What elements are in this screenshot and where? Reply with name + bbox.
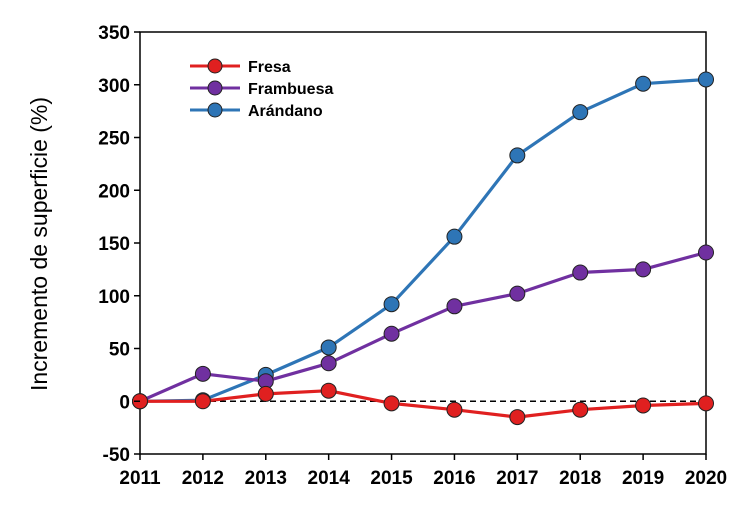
- x-tick-label: 2017: [496, 468, 538, 489]
- series-2-point: [446, 228, 463, 245]
- legend-label: Frambuesa: [248, 81, 333, 98]
- series-2: [132, 71, 714, 410]
- series-0-point: [257, 385, 274, 402]
- series-1-point: [194, 365, 211, 382]
- x-tick-label: 2011: [119, 468, 161, 489]
- legend-swatch-marker: [207, 102, 223, 118]
- x-tick-label: 2014: [308, 468, 351, 489]
- x-axis: 2011 2012 2013 2014 2015 2016 2017 2018 2019 2020: [119, 454, 727, 489]
- series-1-point: [320, 355, 337, 372]
- series-layer: [132, 71, 714, 426]
- series-1-point: [446, 298, 463, 315]
- series-0-line: [140, 389, 707, 419]
- y-axis: -50 0 50 100 150 200 250 300 350: [98, 23, 140, 466]
- series-2-point: [383, 296, 400, 313]
- series-0-point: [572, 401, 589, 418]
- y-tick-label: 0: [119, 392, 130, 413]
- y-tick-label: 300: [98, 76, 130, 97]
- x-tick-label: 2018: [559, 468, 601, 489]
- legend-swatch-marker: [207, 80, 223, 96]
- series-0-point: [383, 395, 400, 412]
- series-2-line: [139, 77, 707, 403]
- series-0-point: [446, 401, 463, 418]
- y-tick-label: 100: [98, 287, 130, 308]
- series-2-point: [572, 104, 589, 121]
- legend-item: Arándano: [190, 102, 323, 120]
- series-0-point: [194, 393, 211, 410]
- series-1-point: [383, 325, 400, 342]
- x-tick-label: 2015: [370, 468, 413, 489]
- x-tick-label: 2013: [245, 468, 287, 489]
- x-tick-label: 2019: [622, 468, 664, 489]
- series-2-point: [698, 71, 714, 88]
- series-0-point: [635, 397, 652, 414]
- series-2-point: [320, 339, 337, 356]
- y-axis-title: Incremento de superficie (%): [26, 97, 52, 391]
- series-2-point: [509, 147, 526, 164]
- series-1-point: [572, 264, 589, 281]
- legend-label: Arándano: [248, 103, 323, 120]
- y-tick-label: 350: [98, 23, 130, 44]
- series-0-point: [320, 382, 337, 399]
- series-0-point: [698, 395, 714, 412]
- y-tick-label: 150: [98, 234, 130, 255]
- x-tick-label: 2020: [685, 468, 727, 489]
- legend-item: Fresa: [190, 58, 291, 76]
- y-tick-label: -50: [103, 445, 130, 466]
- series-1-point: [698, 244, 714, 261]
- legend-swatch-marker: [207, 58, 223, 74]
- legend: Fresa Frambuesa Arándano: [190, 58, 333, 120]
- y-tick-label: 250: [98, 129, 130, 150]
- y-tick-label: 50: [109, 340, 130, 361]
- x-tick-label: 2012: [182, 468, 224, 489]
- x-tick-label: 2016: [433, 468, 475, 489]
- series-1-point: [635, 261, 652, 278]
- legend-item: Frambuesa: [190, 80, 333, 98]
- series-0-point: [509, 409, 526, 426]
- series-2-point: [635, 75, 652, 92]
- series-1-point: [509, 285, 526, 302]
- series-1-line: [139, 250, 707, 403]
- series-0: [132, 382, 714, 426]
- y-tick-label: 200: [98, 181, 130, 202]
- legend-label: Fresa: [248, 59, 291, 76]
